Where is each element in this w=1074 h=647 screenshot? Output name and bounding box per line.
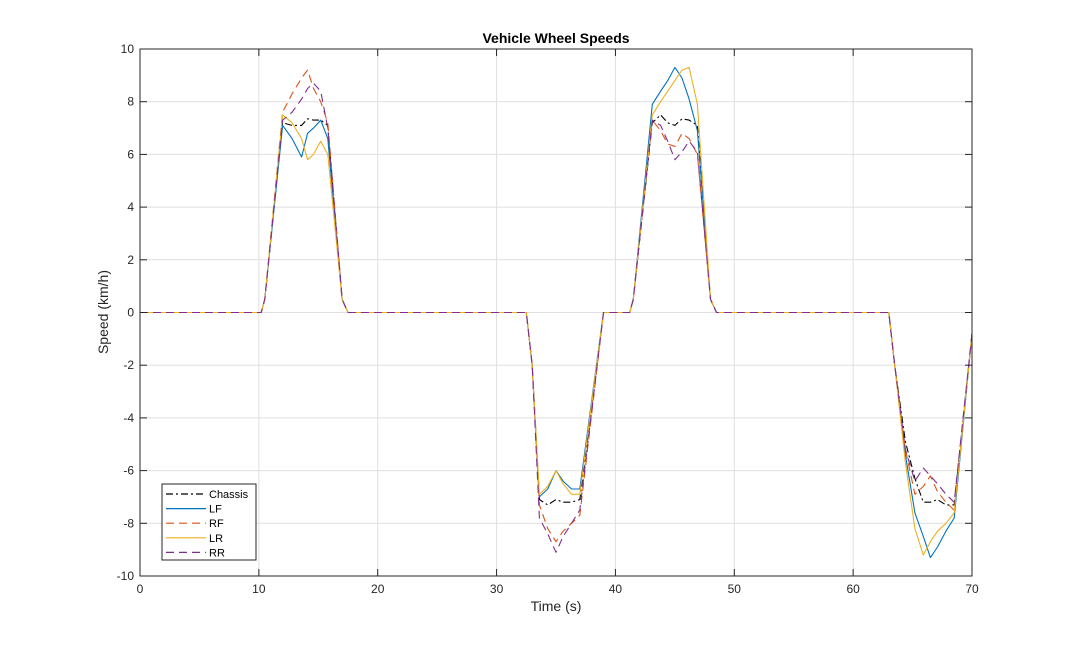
legend-label-rf: RF [209, 518, 224, 530]
x-axis-label: Time (s) [531, 598, 582, 614]
y-tick-label: -2 [123, 358, 134, 372]
x-tick-label: 70 [965, 582, 979, 596]
y-tick-label: -4 [123, 411, 134, 425]
legend: Chassis LF RF LR RR [161, 483, 257, 561]
y-tick-label: 10 [121, 42, 135, 56]
x-tick-label: 40 [609, 582, 623, 596]
x-tick-label: 10 [252, 582, 266, 596]
legend-entries: Chassis LF RF LR RR [166, 489, 249, 559]
y-axis-label: Speed (km/h) [95, 270, 111, 354]
y-tick-label: 4 [127, 200, 134, 214]
y-tick-label: 6 [127, 147, 134, 161]
legend-label-chassis: Chassis [209, 489, 249, 501]
legend-label-lf: LF [209, 504, 222, 516]
x-tick-label: 60 [846, 582, 860, 596]
legend-label-rr: RR [209, 547, 225, 559]
series-line-chassis [140, 114, 973, 506]
x-tick-label: 30 [490, 582, 504, 596]
x-tick-label: 0 [137, 582, 144, 596]
y-tick-label: 8 [127, 95, 134, 109]
y-tick-label: 0 [127, 306, 134, 320]
plot-area [140, 66, 973, 559]
y-tick-label: -6 [123, 464, 134, 478]
x-tick-label: 50 [728, 582, 742, 596]
series-line-rf [140, 69, 973, 543]
y-tick-label: 2 [127, 253, 134, 267]
chart-title: Vehicle Wheel Speeds [482, 30, 629, 46]
series-line-rr [140, 82, 973, 553]
legend-label-lr: LR [209, 533, 223, 545]
legend-box [161, 483, 257, 561]
x-tick-label: 20 [371, 582, 385, 596]
ticks: 0 10 20 30 40 50 60 70 -10 -8 -6 -4 -2 0 2 4 6 8 10 [117, 42, 979, 596]
y-tick-label: -8 [123, 516, 134, 530]
y-tick-label: -10 [117, 569, 135, 583]
